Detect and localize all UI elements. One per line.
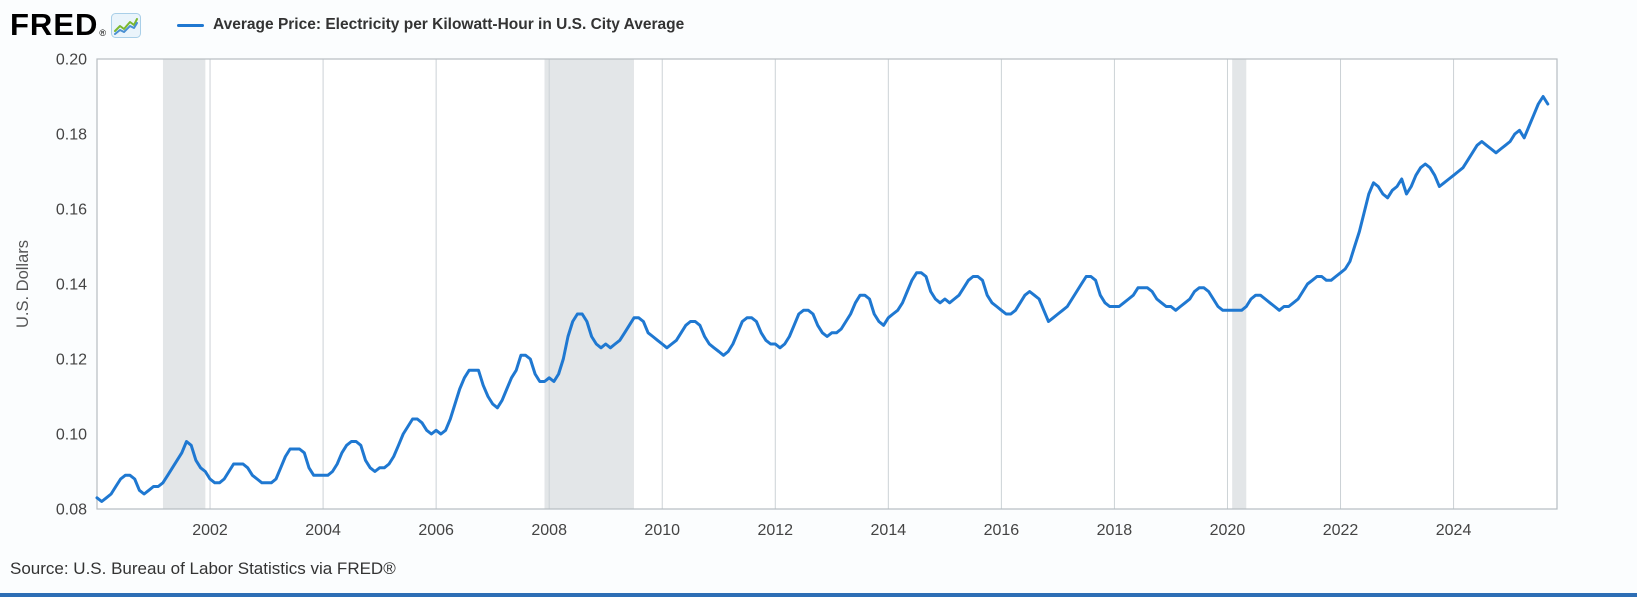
- x-tick-label: 2022: [1323, 522, 1359, 539]
- footer-accent-bar: [0, 593, 1637, 597]
- x-tick-label: 2004: [305, 522, 341, 539]
- legend-line-swatch: [177, 23, 205, 27]
- chart-header: FRED ® Average Price: Electricity per Ki…: [0, 0, 1637, 44]
- x-tick-label: 2006: [418, 522, 454, 539]
- x-tick-label: 2016: [984, 522, 1020, 539]
- y-axis-title: U.S. Dollars: [14, 240, 32, 328]
- legend-label: Average Price: Electricity per Kilowatt-…: [213, 16, 685, 33]
- x-tick-label: 2018: [1097, 522, 1133, 539]
- recession-band: [544, 59, 634, 509]
- y-tick-label: 0.20: [56, 52, 87, 69]
- x-tick-label: 2002: [192, 522, 228, 539]
- source-attribution[interactable]: Source: U.S. Bureau of Labor Statistics …: [10, 559, 396, 578]
- y-tick-label: 0.10: [56, 427, 87, 444]
- y-tick-label: 0.12: [56, 352, 87, 369]
- x-tick-label: 2012: [757, 522, 793, 539]
- legend: Average Price: Electricity per Kilowatt-…: [177, 16, 684, 34]
- recession-band: [1232, 59, 1247, 509]
- price-chart[interactable]: 0.08 0.10 0.12 0.14 0.16 0.18 0.20 2002 2004 2006…: [0, 44, 1637, 549]
- x-tick-label: 2010: [644, 522, 680, 539]
- y-tick-label: 0.16: [56, 202, 87, 219]
- plot-area: [97, 59, 1557, 509]
- fred-logo-text: FRED: [10, 7, 99, 42]
- x-tick-label: 2008: [531, 522, 567, 539]
- x-tick-label: 2014: [871, 522, 907, 539]
- series-line: [95, 95, 1550, 503]
- plot-frame: [96, 58, 1558, 510]
- y-tick-label: 0.14: [56, 277, 87, 294]
- x-tick-label: 2020: [1210, 522, 1246, 539]
- x-tick-label: 2024: [1436, 522, 1472, 539]
- y-tick-label: 0.18: [56, 127, 87, 144]
- fred-sparkline-icon: [111, 12, 142, 38]
- recession-band: [162, 59, 206, 509]
- y-tick-label: 0.08: [56, 502, 87, 519]
- registered-mark: ®: [99, 28, 107, 38]
- fred-logo[interactable]: FRED ®: [10, 7, 107, 42]
